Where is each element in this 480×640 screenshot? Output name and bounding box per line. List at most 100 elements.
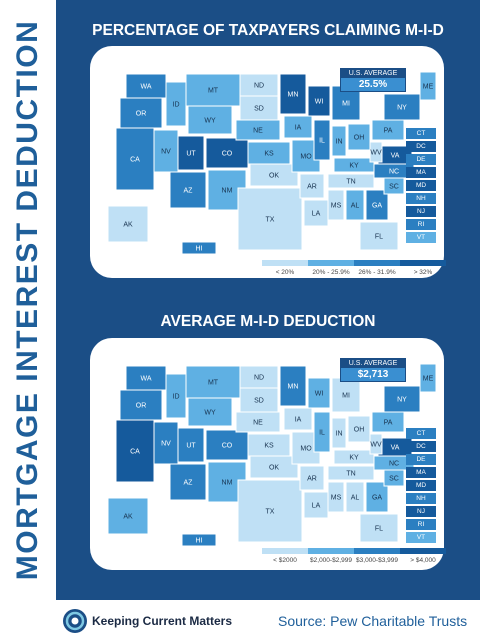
map1-us-average-value: 25.5% <box>341 78 405 91</box>
state-az <box>169 171 207 209</box>
state-ak <box>107 497 149 535</box>
state-label-sd: SD <box>254 398 264 405</box>
state-label-tx: TX <box>266 509 275 516</box>
small-state-dc: DC <box>406 141 436 152</box>
state-label-ks: KS <box>264 443 274 450</box>
state-label-al: AL <box>351 203 360 210</box>
state-ga <box>365 189 389 221</box>
state-wi <box>307 377 331 409</box>
state-label-nd: ND <box>254 83 264 90</box>
state-il <box>313 411 331 453</box>
legend-label: > 32% <box>413 269 433 276</box>
map2-title: AVERAGE M-I-D DEDUCTION <box>160 313 376 330</box>
state-il <box>313 119 331 161</box>
map1-title: PERCENTAGE OF TAXPAYERS CLAIMING M-I-D <box>92 22 444 39</box>
state-label-ks: KS <box>264 151 274 158</box>
state-label-pa: PA <box>384 128 393 135</box>
state-label-ca: CA <box>130 449 140 456</box>
legend-swatch <box>308 260 354 266</box>
state-label-me: ME <box>423 376 434 383</box>
state-label-nc: NC <box>389 169 399 176</box>
state-wi <box>307 85 331 117</box>
state-ca <box>115 419 155 483</box>
state-fl <box>359 513 399 543</box>
state-ut <box>177 427 205 463</box>
small-state-nh: NH <box>406 493 436 504</box>
state-label-me: ME <box>423 84 434 91</box>
state-co <box>205 429 249 461</box>
state-wa <box>125 73 167 99</box>
legend-swatch <box>262 548 308 554</box>
state-label-wi: WI <box>315 391 324 398</box>
state-label-mo: MO <box>300 446 312 453</box>
state-ok <box>249 455 299 479</box>
state-label-ne: NE <box>253 128 263 135</box>
state-label-il: IL <box>319 138 325 145</box>
state-label-ut: UT <box>186 151 196 158</box>
state-ne <box>235 119 281 141</box>
state-label-mi: MI <box>342 101 350 108</box>
small-state-ri: RI <box>406 219 436 230</box>
state-tn <box>327 465 375 481</box>
kcm-logo-icon <box>63 609 87 633</box>
state-tn <box>327 173 375 189</box>
state-oh <box>347 415 371 443</box>
state-ny <box>383 93 421 121</box>
state-label-sc: SC <box>389 184 399 191</box>
state-label-az: AZ <box>184 188 194 195</box>
state-label-nv: NV <box>161 441 171 448</box>
small-state-ct: CT <box>406 128 436 139</box>
state-label-hi: HI <box>196 246 203 253</box>
footer: Keeping Current Matters Source: Pew Char… <box>0 600 480 640</box>
map1-us-average-label: U.S. AVERAGE <box>341 69 405 78</box>
state-nv <box>153 129 179 173</box>
state-ak <box>107 205 149 243</box>
legend-label: $2,000-$2,999 <box>310 557 352 564</box>
state-hi <box>181 241 217 255</box>
state-label-ga: GA <box>372 203 382 210</box>
legend-item: > 32% <box>400 260 446 276</box>
state-label-co: CO <box>222 443 233 450</box>
state-label-nm: NM <box>222 188 233 195</box>
state-label-tn: TN <box>346 179 355 186</box>
map2-us-average-label: U.S. AVERAGE <box>341 359 405 368</box>
state-az <box>169 463 207 501</box>
state-label-co: CO <box>222 151 233 158</box>
legend-item: $3,000-$3,999 <box>354 548 400 564</box>
legend-swatch <box>354 260 400 266</box>
state-wv <box>369 433 383 455</box>
state-ia <box>283 407 313 431</box>
legend-item: $2,000-$2,999 <box>308 548 354 564</box>
small-state-vt: VT <box>406 532 436 543</box>
legend-item: < 20% <box>262 260 308 276</box>
state-mt <box>185 365 241 399</box>
state-label-la: LA <box>312 503 321 510</box>
map2-small-states: CT DC DE MA MD NH NJ RI VT <box>406 428 436 545</box>
small-state-md: MD <box>406 480 436 491</box>
state-wy <box>187 105 233 135</box>
legend-swatch <box>308 548 354 554</box>
state-ar <box>299 465 325 491</box>
state-co <box>205 137 249 169</box>
map1-card: WA OR CA ID NV MT WY UT CO AZ NM ND SD NE KS OK TX MN IA MO… <box>90 46 446 278</box>
state-ny <box>383 385 421 413</box>
side-banner: MORTGAGE INTEREST DEDUCTION <box>0 0 56 600</box>
state-label-nd: ND <box>254 375 264 382</box>
legend-swatch <box>400 260 446 266</box>
state-la <box>303 491 329 519</box>
small-state-de: DE <box>406 454 436 465</box>
legend-item: 26% - 31.9% <box>354 260 400 276</box>
state-label-ak: AK <box>123 514 133 521</box>
state-label-wy: WY <box>204 118 216 125</box>
state-label-fl: FL <box>375 526 383 533</box>
state-wy <box>187 397 233 427</box>
state-mn <box>279 73 307 115</box>
state-label-ny: NY <box>397 397 407 404</box>
state-label-pa: PA <box>384 420 393 427</box>
state-in <box>331 417 347 449</box>
state-label-sd: SD <box>254 106 264 113</box>
legend-label: 26% - 31.9% <box>358 269 396 276</box>
state-hi <box>181 533 217 547</box>
state-label-ia: IA <box>295 125 302 132</box>
state-label-la: LA <box>312 211 321 218</box>
